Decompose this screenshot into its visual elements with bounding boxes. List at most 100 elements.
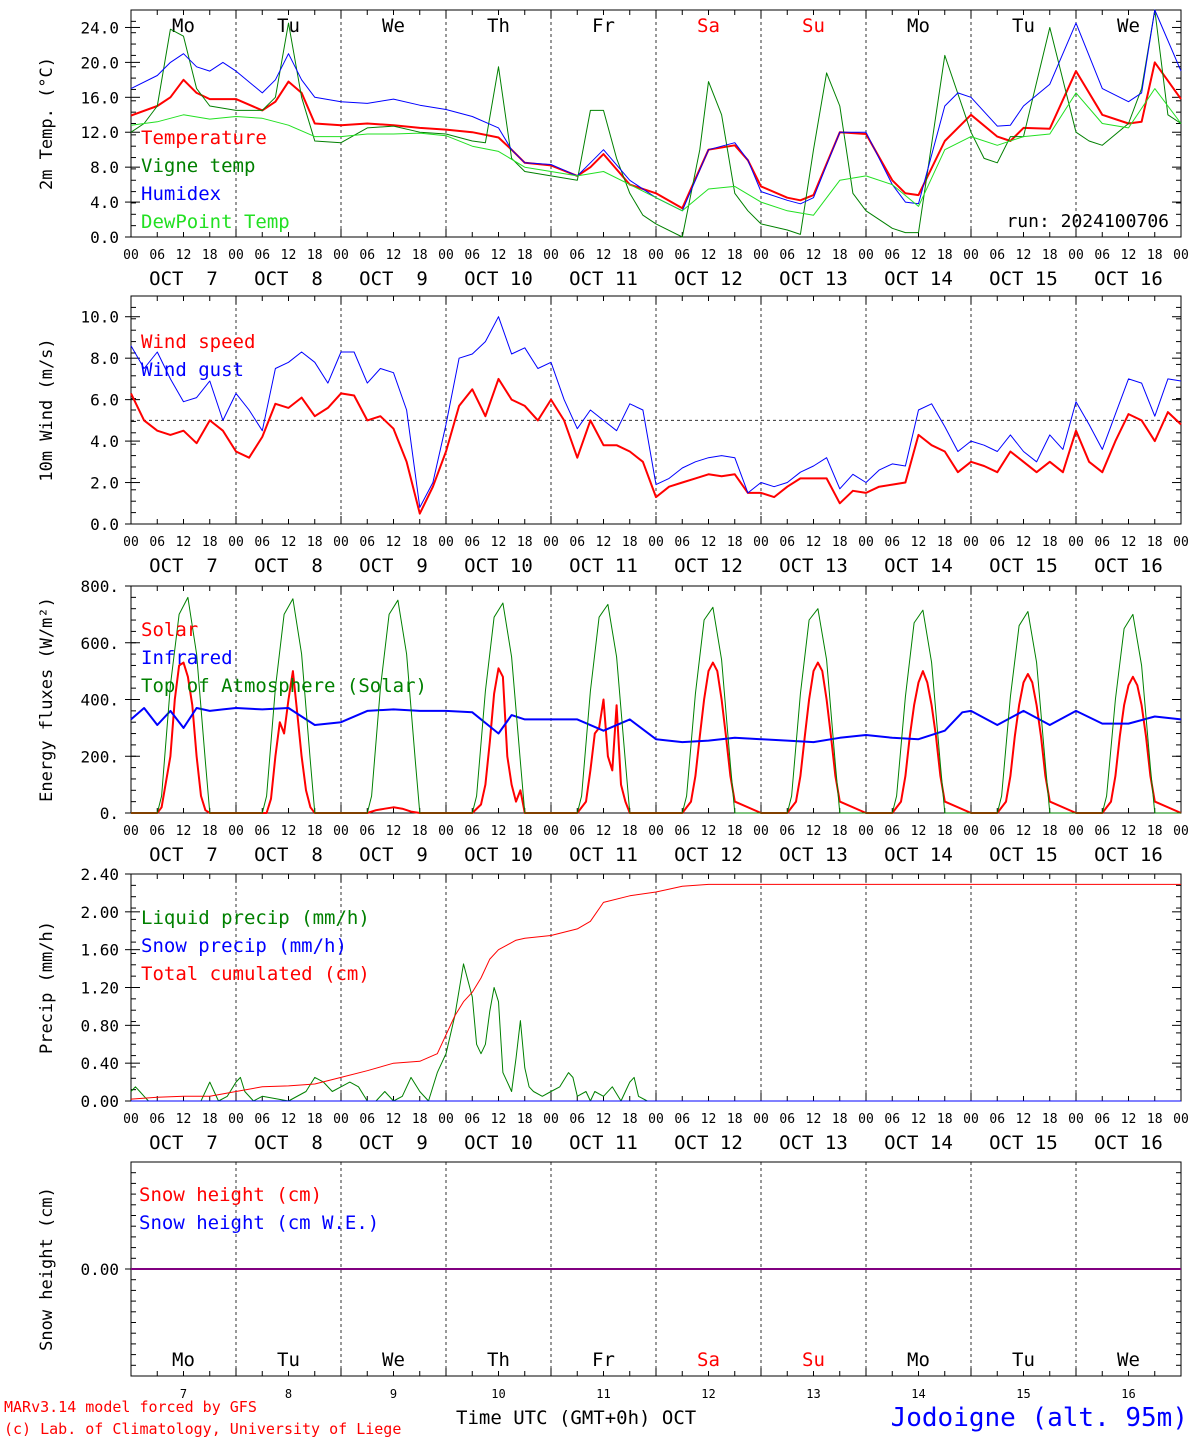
legend-entry: DewPoint Temp xyxy=(141,211,290,233)
date-label: OCT 12 xyxy=(674,1132,743,1154)
hour-tick-label: 18 xyxy=(1042,824,1058,839)
hour-tick-label: 00 xyxy=(1173,1112,1189,1127)
hour-tick-label: 18 xyxy=(1147,535,1163,550)
y-tick-label: 1.60 xyxy=(80,941,119,960)
date-label: OCT 7 xyxy=(149,1132,218,1154)
day-number-label: 16 xyxy=(1121,1387,1135,1401)
date-label: OCT 7 xyxy=(149,268,218,290)
date-label: OCT 13 xyxy=(779,555,848,577)
hour-tick-label: 18 xyxy=(517,824,533,839)
hour-tick-label: 18 xyxy=(412,824,428,839)
hour-tick-label: 12 xyxy=(806,1112,822,1127)
date-label: OCT 11 xyxy=(569,844,638,866)
hour-tick-label: 12 xyxy=(911,824,927,839)
date-label: OCT 10 xyxy=(464,1132,533,1154)
hour-tick-label: 18 xyxy=(202,535,218,550)
date-label: OCT 7 xyxy=(149,844,218,866)
legend-entry: Infrared xyxy=(141,647,233,669)
hour-tick-label: 18 xyxy=(307,248,323,263)
weekday-label: Su xyxy=(802,1349,825,1371)
hour-tick-label: 18 xyxy=(517,1112,533,1127)
hour-tick-label: 00 xyxy=(858,1112,874,1127)
hour-tick-label: 06 xyxy=(359,824,375,839)
hour-tick-label: 12 xyxy=(491,1112,507,1127)
hour-tick-label: 00 xyxy=(1173,248,1189,263)
hour-tick-label: 18 xyxy=(727,535,743,550)
date-label: OCT 13 xyxy=(779,844,848,866)
date-label: OCT 9 xyxy=(359,268,428,290)
day-number-label: 11 xyxy=(596,1387,610,1401)
hour-tick-label: 00 xyxy=(123,824,139,839)
y-tick-label: 2.40 xyxy=(80,865,119,884)
hour-tick-label: 00 xyxy=(228,1112,244,1127)
y-tick-label: 0.00 xyxy=(80,1092,119,1111)
hour-tick-label: 12 xyxy=(1016,824,1032,839)
y-tick-label: 6.0 xyxy=(90,391,119,410)
hour-tick-label: 06 xyxy=(254,248,270,263)
hour-tick-label: 06 xyxy=(1094,535,1110,550)
hour-tick-label: 18 xyxy=(727,1112,743,1127)
date-label: OCT 9 xyxy=(359,1132,428,1154)
hour-tick-label: 12 xyxy=(911,535,927,550)
hour-tick-label: 12 xyxy=(281,248,297,263)
hour-tick-label: 00 xyxy=(543,248,559,263)
y-tick-label: 24.0 xyxy=(80,18,119,37)
panel-temp: 0.0 4.0 8.0 12.0 16.0 20.0 24.0 2m Temp. (°C) 00… xyxy=(37,9,1189,290)
hour-tick-label: 06 xyxy=(779,535,795,550)
date-label: OCT 16 xyxy=(1094,268,1163,290)
hour-tick-label: 12 xyxy=(1016,1112,1032,1127)
hour-tick-label: 18 xyxy=(622,248,638,263)
hour-tick-label: 00 xyxy=(228,824,244,839)
hour-tick-label: 00 xyxy=(543,1112,559,1127)
date-label: OCT 15 xyxy=(989,844,1058,866)
day-number-label: 14 xyxy=(911,1387,925,1401)
hour-tick-label: 00 xyxy=(438,535,454,550)
hour-tick-label: 12 xyxy=(281,1112,297,1127)
hour-tick-label: 00 xyxy=(123,248,139,263)
date-label: OCT 12 xyxy=(674,844,743,866)
date-label: OCT 14 xyxy=(884,1132,953,1154)
hour-tick-label: 06 xyxy=(464,824,480,839)
hour-tick-label: 00 xyxy=(438,824,454,839)
hour-tick-label: 12 xyxy=(701,248,717,263)
hour-tick-label: 06 xyxy=(779,248,795,263)
hour-tick-label: 00 xyxy=(648,535,664,550)
hour-tick-label: 18 xyxy=(832,1112,848,1127)
series-line-temp-2 xyxy=(130,9,1182,212)
date-label: OCT 8 xyxy=(254,268,323,290)
hour-tick-label: 06 xyxy=(989,824,1005,839)
hour-tick-label: 12 xyxy=(176,535,192,550)
hour-tick-label: 18 xyxy=(307,1112,323,1127)
hour-tick-label: 06 xyxy=(674,535,690,550)
hour-tick-label: 06 xyxy=(1094,1112,1110,1127)
weekday-label: Tu xyxy=(1012,15,1035,37)
hour-tick-label: 12 xyxy=(911,248,927,263)
weekday-label: Sa xyxy=(697,1349,720,1371)
y-tick-label: 12.0 xyxy=(80,123,119,142)
day-number-label: 8 xyxy=(285,1387,292,1401)
hour-tick-label: 18 xyxy=(727,824,743,839)
hour-tick-label: 12 xyxy=(491,248,507,263)
weekday-label: We xyxy=(1117,1349,1140,1371)
weekday-label: Tu xyxy=(277,15,300,37)
hour-tick-label: 18 xyxy=(937,1112,953,1127)
y-tick-label: 600. xyxy=(80,634,119,653)
hour-tick-label: 18 xyxy=(202,824,218,839)
hour-tick-label: 00 xyxy=(543,535,559,550)
weekday-label: Tu xyxy=(1012,1349,1035,1371)
hour-tick-label: 00 xyxy=(753,535,769,550)
hour-tick-label: 18 xyxy=(412,248,428,263)
date-label: OCT 10 xyxy=(464,268,533,290)
date-label: OCT 14 xyxy=(884,555,953,577)
hour-tick-label: 06 xyxy=(674,248,690,263)
hour-tick-label: 06 xyxy=(674,824,690,839)
date-label: OCT 8 xyxy=(254,844,323,866)
model-credit: MARv3.14 model forced by GFS xyxy=(4,1398,257,1416)
hour-tick-label: 12 xyxy=(281,535,297,550)
hour-tick-label: 18 xyxy=(412,1112,428,1127)
hour-tick-label: 12 xyxy=(1016,248,1032,263)
hour-tick-label: 12 xyxy=(386,824,402,839)
hour-tick-label: 00 xyxy=(858,535,874,550)
hour-tick-label: 12 xyxy=(596,1112,612,1127)
